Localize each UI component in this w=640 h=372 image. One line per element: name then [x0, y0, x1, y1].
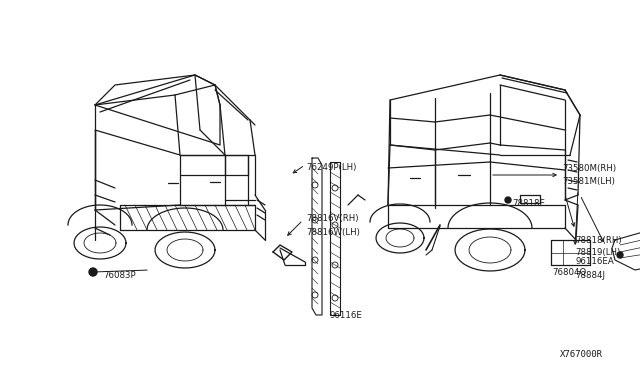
Text: 73580M(RH): 73580M(RH) [562, 164, 616, 173]
Text: 73581M(LH): 73581M(LH) [562, 176, 615, 186]
Text: 78884J: 78884J [575, 270, 605, 279]
Text: X767000R: X767000R [560, 350, 603, 359]
Circle shape [505, 197, 511, 203]
Text: 78816W(LH): 78816W(LH) [306, 228, 360, 237]
Text: 96116E: 96116E [330, 311, 363, 321]
Text: 96116EA: 96116EA [575, 257, 614, 266]
Text: 78818(RH): 78818(RH) [575, 235, 621, 244]
Text: 78819(LH): 78819(LH) [575, 248, 620, 257]
Circle shape [89, 268, 97, 276]
Text: 76804Q: 76804Q [552, 269, 586, 278]
Text: 78816V(RH): 78816V(RH) [306, 214, 358, 222]
Text: 76083P: 76083P [103, 270, 136, 279]
Text: 76249P(LH): 76249P(LH) [306, 163, 356, 171]
Circle shape [617, 252, 623, 258]
Text: 78818E: 78818E [512, 199, 545, 208]
